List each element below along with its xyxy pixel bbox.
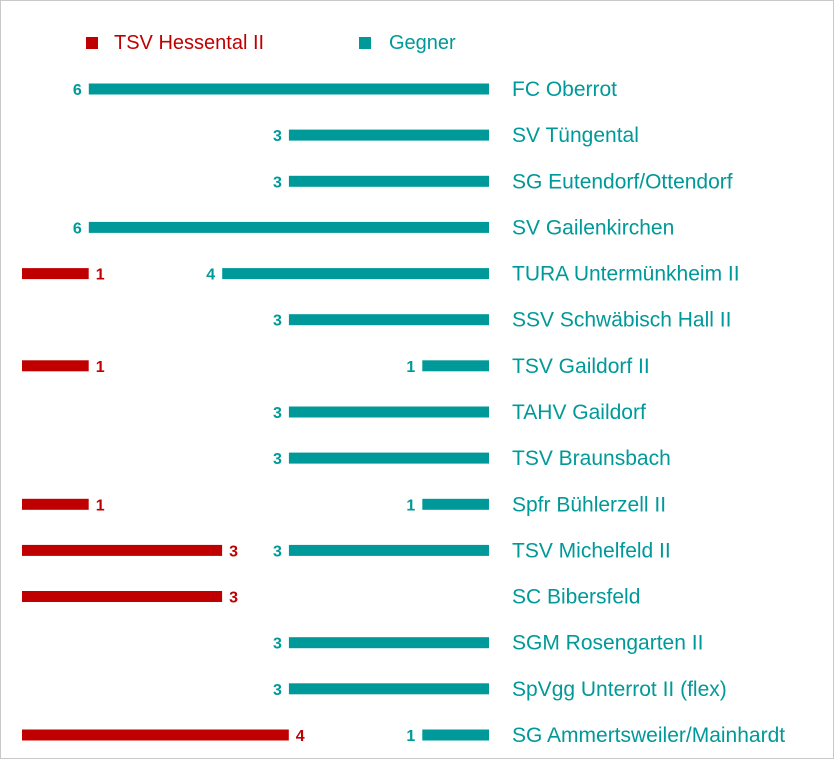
plot-area: 6 FC Oberrot 3 SV Tüngental 3 SG Eutendorf/Ot… [22, 78, 785, 747]
away-value-label: 1 [406, 728, 415, 745]
home-bar [22, 498, 89, 510]
legend-label-away: Gegner [389, 32, 456, 54]
category-label: TSV Gaildorf II [512, 355, 650, 378]
away-bar [288, 175, 489, 187]
away-bar [288, 544, 489, 556]
away-value-label: 6 [73, 82, 82, 99]
home-value-label: 3 [229, 543, 238, 560]
home-value-label: 1 [96, 267, 105, 284]
away-bar [422, 729, 489, 741]
away-value-label: 3 [273, 636, 282, 653]
home-bar [22, 729, 289, 741]
away-bar [88, 221, 490, 233]
away-value-label: 6 [73, 220, 82, 237]
category-label: SSV Schwäbisch Hall II [512, 309, 731, 332]
category-label: Spfr Bühlerzell II [512, 493, 666, 516]
legend-label-home: TSV Hessental II [114, 32, 264, 54]
category-label: TSV Michelfeld II [512, 539, 671, 562]
category-label: SG Ammertsweiler/Mainhardt [512, 724, 785, 747]
away-value-label: 3 [273, 174, 282, 191]
category-label: TURA Untermünkheim II [512, 263, 740, 286]
home-value-label: 4 [296, 728, 305, 745]
away-bar [288, 314, 489, 326]
away-value-label: 3 [273, 451, 282, 468]
legend-swatch-home [86, 37, 98, 49]
home-bar [22, 544, 223, 556]
category-label: SG Eutendorf/Ottendorf [512, 170, 733, 193]
away-value-label: 1 [406, 497, 415, 514]
category-label: SpVgg Unterrot II (flex) [512, 678, 727, 701]
home-bar [22, 360, 89, 372]
away-bar [288, 637, 489, 649]
away-value-label: 3 [273, 128, 282, 145]
category-label: SV Gailenkirchen [512, 216, 674, 239]
away-bar [88, 83, 490, 95]
away-value-label: 3 [273, 405, 282, 422]
away-bar [288, 683, 489, 695]
away-bar [288, 129, 489, 141]
away-bar [422, 498, 489, 510]
away-bar [288, 452, 489, 464]
away-bar [222, 268, 489, 280]
home-value-label: 1 [96, 497, 105, 514]
home-bar [22, 268, 89, 280]
legend-swatch-away [359, 37, 371, 49]
away-value-label: 1 [406, 359, 415, 376]
category-label: SV Tüngental [512, 124, 639, 147]
category-label: TAHV Gaildorf [512, 401, 646, 424]
legend: TSV Hessental II Gegner [86, 32, 456, 54]
category-label: SGM Rosengarten II [512, 632, 703, 655]
home-value-label: 1 [96, 359, 105, 376]
away-bar [288, 406, 489, 418]
away-bar [422, 360, 489, 372]
home-value-label: 3 [229, 590, 238, 607]
category-label: TSV Braunsbach [512, 447, 671, 470]
away-value-label: 3 [273, 313, 282, 330]
away-value-label: 4 [206, 267, 215, 284]
category-label: FC Oberrot [512, 78, 617, 101]
away-value-label: 3 [273, 543, 282, 560]
category-label: SC Bibersfeld [512, 586, 640, 609]
home-bar [22, 591, 223, 602]
away-value-label: 3 [273, 682, 282, 699]
